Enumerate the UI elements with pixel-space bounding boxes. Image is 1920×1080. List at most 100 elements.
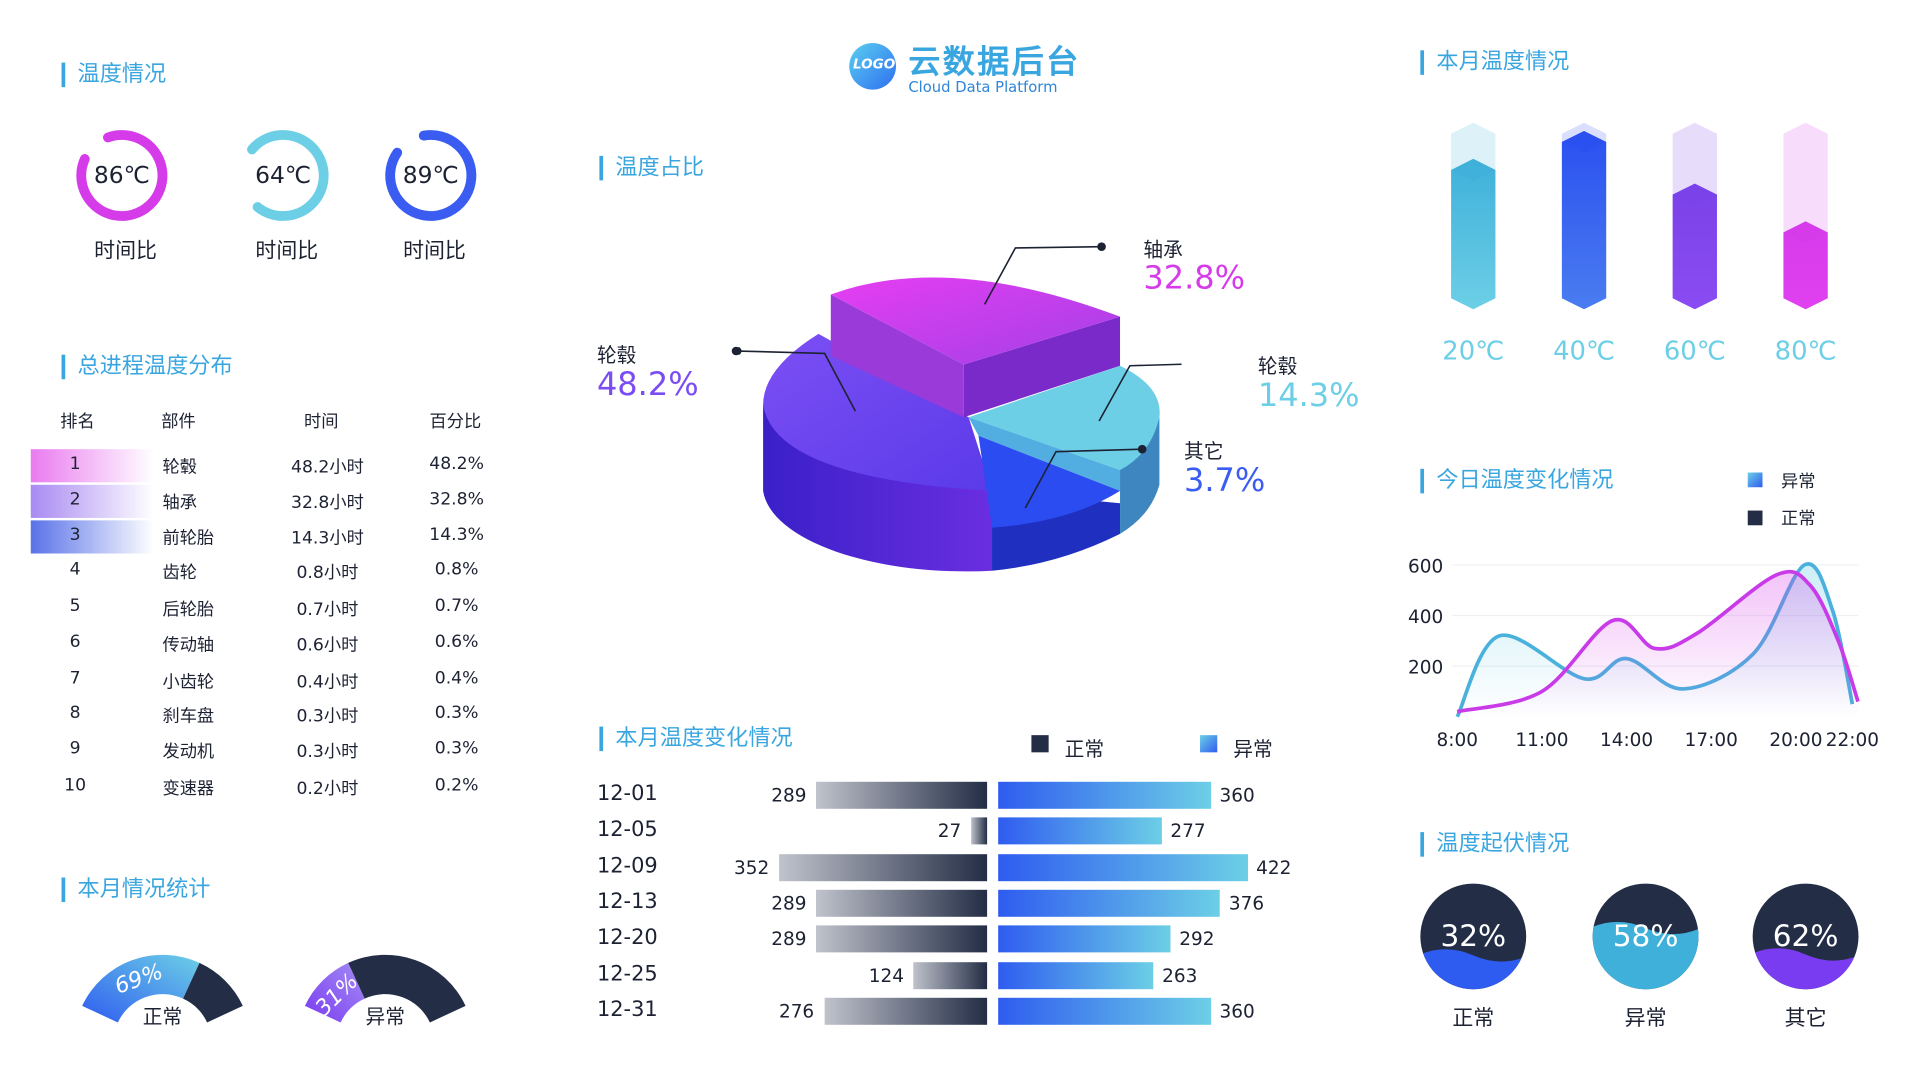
temp-column [1561,122,1607,310]
table-cell: 8 [69,703,81,723]
today-title: 今日温度变化情况 [1420,468,1614,494]
bar-abnormal [998,817,1162,845]
half-gauge-label: 正常 [142,1005,183,1029]
table-cell: 变速器 [162,779,215,799]
leader-dot [1137,444,1147,454]
x-tick-label: 22:00 [1826,730,1879,751]
table-cell: 0.2小时 [296,779,359,799]
ring-gauge-value: 86℃ [93,162,150,190]
bar-normal [913,962,988,990]
legend-swatch-abnormal [1747,472,1763,488]
pie-value-tire: 14.3% [1257,378,1360,415]
bar-normal [816,889,988,917]
half-gauge-rest [183,962,243,1023]
ring-gauge-arc [76,130,168,221]
bar-category-label: 12-09 [596,854,658,879]
leader-line-tire [1098,363,1182,422]
bar-value-normal: 27 [937,819,962,842]
half-gauge-fill [304,962,365,1023]
app-subtitle: Cloud Data Platform [908,78,1058,96]
ring-gauge-value: 89℃ [402,162,459,190]
y-tick-label: 200 [1408,658,1443,679]
table-cell: 14.3小时 [290,528,364,549]
table-cell: 后轮胎 [162,600,215,620]
pie-slice-hub-top [763,333,993,491]
leader-dot [1097,242,1106,251]
bar-category-label: 12-13 [596,889,658,915]
table-cell: 2 [69,489,81,510]
temp-column [1783,122,1828,310]
liquid-wave [1420,949,1527,990]
pie-slice-tire-side [1120,417,1160,534]
pie-title: 温度占比 [599,155,704,181]
table-cell: 0.6小时 [296,635,359,656]
table-header: 排名 [60,412,95,433]
legend-swatch-normal [1031,735,1049,753]
process-table-title: 总进程温度分布 [61,354,233,380]
line-series [1456,569,1860,714]
bar-normal [816,925,988,953]
column-fill [1672,183,1717,310]
y-tick-label: 600 [1408,556,1443,577]
ring-gauge-label: 时间比 [403,239,466,264]
table-cell: 48.2% [429,454,485,474]
table-cell: 0.2% [434,775,479,796]
table-cell: 6 [69,632,81,652]
table-cell: 发动机 [162,742,215,763]
table-cell: 传动轴 [162,635,215,656]
liquid-fill-circle [1420,883,1527,990]
liquid-value: 58% [1612,919,1679,954]
half-gauge-fill [82,954,200,1023]
column-label: 20℃ [1442,336,1505,366]
bar-abnormal [998,889,1221,917]
liquid-label: 其它 [1784,1006,1827,1031]
rank-highlight-3 [30,520,154,554]
pie-slice-bearing-top [830,277,1121,365]
table-cell: 32.8% [429,489,485,510]
x-tick-label: 14:00 [1600,730,1653,751]
bar-category-label: 12-01 [596,781,658,807]
column-label: 40℃ [1553,336,1616,366]
table-cell: 0.4% [434,668,479,689]
column-label: 80℃ [1774,336,1837,366]
table-cell: 轴承 [162,493,197,514]
bar-category-label: 12-31 [596,997,658,1023]
legend-swatch-normal [1747,510,1763,526]
bar-abnormal [998,997,1211,1025]
table-header: 百分比 [429,412,482,433]
legend-label-normal: 正常 [1780,509,1816,529]
bar-value-abnormal: 360 [1219,1000,1255,1023]
bar-value-normal: 352 [734,856,770,879]
bar-value-normal: 289 [771,784,807,807]
x-tick-label: 20:00 [1769,730,1822,751]
table-header: 部件 [161,412,196,433]
bar-normal [971,817,988,845]
liquid-wave [1592,921,1699,990]
temp-column [1672,122,1717,310]
table-cell: 10 [64,775,87,796]
table-cell: 0.3小时 [296,706,359,727]
month-bars-title: 本月温度变化情况 [599,726,793,752]
bar-value-abnormal: 422 [1256,856,1292,879]
table-cell: 前轮胎 [162,528,215,549]
table-cell: 0.8% [434,559,479,580]
bar-abnormal [998,854,1248,882]
bar-value-abnormal: 263 [1162,964,1198,987]
month-stats-title: 本月情况统计 [61,877,211,903]
pie-label-other: 其它 [1184,439,1224,463]
pie-label-tire: 轮毂 [1257,354,1298,379]
pie-slice-bearing-left [830,294,964,418]
table-cell: 14.3% [429,525,485,545]
bar-normal [779,854,988,882]
table-cell: 0.7小时 [296,600,359,620]
column-cap [1561,130,1607,154]
table-cell: 0.6% [434,632,479,652]
bar-value-normal: 289 [771,892,807,915]
half-gauge-label: 异常 [365,1005,405,1029]
bar-normal [824,997,988,1025]
temp-column [1451,122,1496,310]
legend-label-abnormal: 异常 [1233,737,1273,761]
pie-slice-other-top [978,435,1121,528]
leader-line-hub [738,350,857,412]
